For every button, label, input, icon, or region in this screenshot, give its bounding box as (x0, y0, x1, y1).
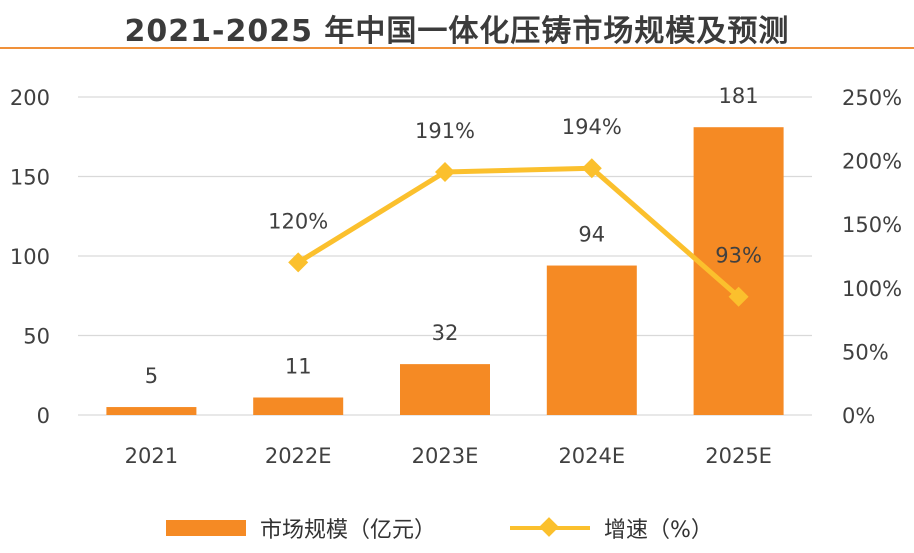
x-tick-label: 2023E (412, 444, 479, 468)
x-tick-label: 2022E (265, 444, 332, 468)
growth-point (435, 162, 455, 183)
x-tick-label: 2021 (125, 444, 178, 468)
x-tick-label: 2024E (558, 444, 625, 468)
chart-legend: 市场规模（亿元） 增速（%） (0, 510, 914, 546)
legend-label-growth: 增速（%） (604, 518, 713, 543)
y-left-tick-label: 150 (10, 166, 50, 190)
y-right-tick-label: 100% (842, 277, 902, 301)
y-right-tick-label: 50% (842, 340, 889, 364)
legend-bar-swatch (166, 520, 246, 536)
title-underline (0, 47, 914, 49)
growth-line (296, 165, 741, 299)
growth-data-label: 194% (562, 115, 622, 139)
combo-chart: 0 50 100 150 200 0% 50% 100% 150% 200% 250% 5 11 32 94… (10, 84, 902, 468)
y-left-tick-label: 200 (10, 86, 50, 110)
bar-data-label: 94 (578, 223, 605, 247)
growth-point (728, 286, 749, 307)
y-right-tick-label: 250% (842, 86, 902, 110)
bar (546, 265, 637, 415)
y-right-tick-label: 0% (842, 404, 875, 428)
bar-data-label: 181 (719, 84, 759, 108)
growth-point (581, 158, 602, 179)
bar-data-label: 5 (145, 364, 158, 388)
legend-item-growth: 增速（%） (510, 510, 713, 546)
growth-data-label: 191% (415, 119, 475, 143)
y-left-tick-label: 50 (23, 325, 50, 349)
x-tick-label: 2025E (705, 444, 772, 468)
y-left-tick-label: 100 (10, 245, 50, 269)
bar (400, 364, 490, 415)
legend-line-swatch (510, 517, 590, 537)
bar-data-label: 11 (285, 355, 312, 379)
legend-item-market-size: 市场规模（亿元） (166, 510, 436, 546)
growth-point (288, 252, 309, 273)
bar (253, 397, 344, 415)
y-left-tick-label: 0 (37, 404, 50, 428)
bar-data-label: 32 (432, 321, 459, 345)
legend-label-market-size: 市场规模（亿元） (260, 518, 437, 543)
chart-title: 2021-2025 年中国一体化压铸市场规模及预测 (124, 14, 790, 49)
bar (106, 407, 197, 415)
y-right-tick-label: 150% (842, 213, 902, 237)
y-right-tick-label: 200% (842, 150, 902, 174)
growth-data-label: 120% (268, 209, 328, 233)
growth-data-label: 93% (715, 244, 762, 268)
